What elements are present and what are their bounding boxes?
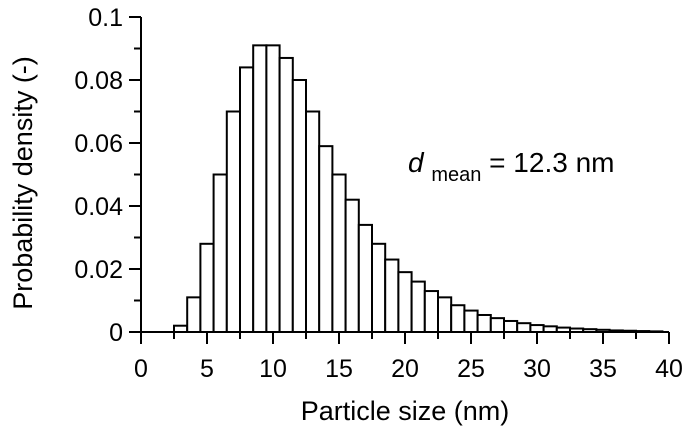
y-tick-label: 0.02 xyxy=(74,256,123,284)
histogram-bar xyxy=(450,304,466,334)
histogram-bar xyxy=(357,223,373,333)
y-tick-label: 0.06 xyxy=(74,130,123,158)
x-tick-label: 35 xyxy=(589,355,617,383)
axes-group xyxy=(129,16,670,344)
histogram-bar xyxy=(318,145,334,333)
x-tick-label: 20 xyxy=(391,355,419,383)
histogram-bar xyxy=(344,198,360,333)
annotation-symbol: d xyxy=(408,147,425,178)
histogram-bar xyxy=(265,44,281,333)
histogram-bar xyxy=(278,56,294,333)
histogram-bar xyxy=(476,313,492,333)
x-axis-title: Particle size (nm) xyxy=(301,396,510,426)
histogram-bar xyxy=(212,173,228,333)
x-tick-label: 0 xyxy=(134,355,148,383)
histogram-bar xyxy=(463,309,479,333)
x-tick-label: 5 xyxy=(200,355,214,383)
y-tick-label: 0 xyxy=(109,319,123,347)
annotation-subscript: mean xyxy=(431,164,481,186)
histogram-bar xyxy=(397,271,413,333)
y-tick-label: 0.08 xyxy=(74,67,123,95)
tick-labels-group: 0 5 10 15 20 25 30 35 40 0 0.02 0.04 0.06 0.08 0.1 xyxy=(74,4,683,383)
y-axis-title: Probability density (-) xyxy=(8,56,38,310)
x-tick-label: 30 xyxy=(523,355,551,383)
histogram-bar xyxy=(252,44,268,333)
histogram-bar xyxy=(529,324,545,334)
histogram-bar xyxy=(291,79,307,333)
histogram-bar xyxy=(384,258,400,333)
histogram-bar xyxy=(199,242,215,333)
histogram-bar xyxy=(489,317,505,334)
x-tick-label: 40 xyxy=(655,355,683,383)
histogram-bar xyxy=(331,173,347,333)
annotation-value: = 12.3 nm xyxy=(489,147,614,178)
y-tick-label: 0.1 xyxy=(88,4,123,32)
bars-group xyxy=(173,44,664,334)
x-tick-label: 25 xyxy=(457,355,485,383)
x-tick-label: 15 xyxy=(325,355,353,383)
histogram-bar xyxy=(239,66,255,334)
histogram-bar xyxy=(225,110,242,333)
histogram-bar xyxy=(371,242,387,333)
histogram-bar xyxy=(437,296,453,334)
x-tick-label: 10 xyxy=(259,355,287,383)
histogram-bar xyxy=(516,322,532,333)
histogram-bar xyxy=(186,296,202,334)
y-tick-label: 0.04 xyxy=(74,193,123,221)
histogram-bar xyxy=(305,110,321,333)
histogram-bar xyxy=(503,319,519,334)
histogram-bar xyxy=(410,280,426,334)
mean-annotation: d mean = 12.3 nm xyxy=(408,147,614,187)
histogram-bar xyxy=(423,290,439,333)
